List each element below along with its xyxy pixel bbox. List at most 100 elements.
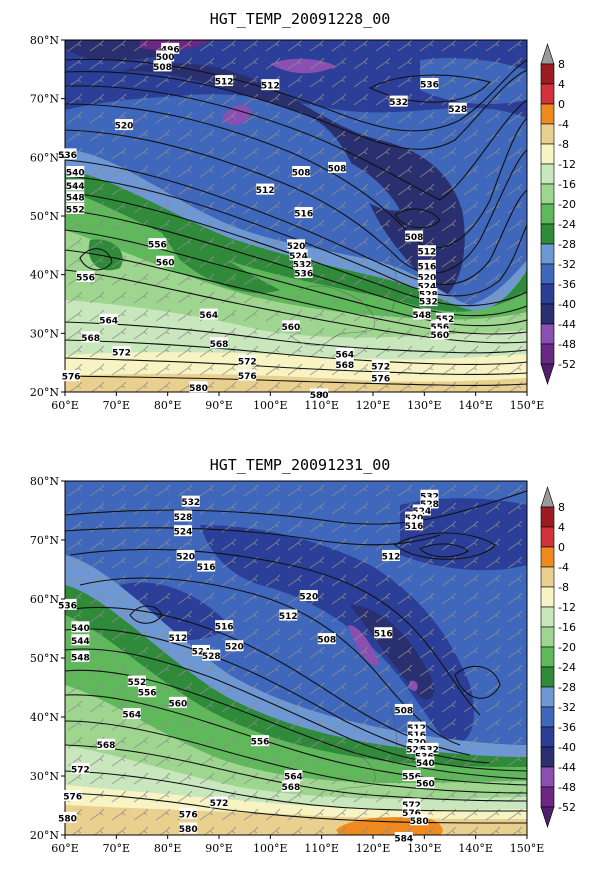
colorbar-swatch — [540, 726, 555, 748]
contour-label: 512 — [256, 183, 275, 196]
colorbar-label: -40 — [558, 298, 576, 311]
lon-tick-label: 60°E — [51, 842, 79, 855]
contour-label: 508 — [328, 161, 346, 174]
svg-text:500: 500 — [156, 53, 175, 63]
lat-tick-label: 40°N — [30, 269, 59, 282]
colorbar-label: -32 — [558, 258, 576, 271]
colorbar-swatch — [540, 586, 555, 608]
lon-tick-label: 120°E — [356, 842, 391, 855]
colorbar-swatch — [540, 103, 555, 125]
contour-label: 540 — [71, 621, 90, 634]
svg-text:568: 568 — [210, 340, 229, 350]
contour-label: 556 — [402, 770, 421, 783]
svg-text:572: 572 — [112, 349, 131, 359]
contour-label: 544 — [66, 179, 85, 192]
svg-text:564: 564 — [284, 773, 303, 783]
lon-tick-label: 150°E — [510, 399, 545, 412]
colorbar-swatch — [540, 806, 555, 828]
svg-text:580: 580 — [58, 814, 77, 824]
colorbar-swatch — [540, 183, 555, 205]
colorbar-swatch — [540, 83, 555, 105]
contour-label: 580 — [310, 388, 329, 401]
contour-label: 544 — [71, 634, 90, 647]
lat-tick-label: 60°N — [30, 593, 59, 606]
lat-tick-label: 50°N — [30, 652, 59, 665]
svg-text:516: 516 — [418, 262, 437, 272]
svg-text:520: 520 — [287, 242, 306, 252]
colorbar-label: -24 — [558, 661, 576, 674]
svg-text:528: 528 — [448, 105, 467, 115]
colorbar-label: -8 — [558, 138, 569, 151]
colorbar-label: -12 — [558, 158, 576, 171]
svg-text:532: 532 — [181, 498, 200, 508]
svg-text:560: 560 — [416, 780, 435, 790]
contour-label: 532 — [419, 295, 438, 308]
contour-label: 508 — [292, 166, 311, 179]
contour-label: 572 — [402, 798, 421, 811]
svg-text:520: 520 — [299, 593, 318, 603]
contour-label: 560 — [430, 328, 449, 341]
contour-label: 512 — [169, 631, 187, 644]
colorbar-swatch — [540, 546, 555, 568]
lon-tick-label: 60°E — [51, 399, 79, 412]
contour-label: 512 — [279, 609, 298, 622]
lon-tick-label: 130°E — [407, 842, 442, 855]
colorbar-label: 0 — [558, 98, 565, 111]
svg-text:524: 524 — [174, 528, 193, 538]
svg-text:512: 512 — [382, 552, 401, 562]
lat-tick-label: 40°N — [30, 711, 59, 724]
svg-text:544: 544 — [66, 182, 85, 192]
svg-text:576: 576 — [402, 809, 421, 819]
lon-tick-label: 90°E — [205, 842, 233, 855]
svg-text:580: 580 — [189, 384, 208, 394]
svg-text:524: 524 — [418, 282, 437, 292]
colorbar-swatch — [540, 746, 555, 768]
contour-label: 564 — [284, 770, 303, 783]
contour-label: 508 — [394, 703, 413, 716]
svg-text:564: 564 — [335, 350, 354, 360]
svg-text:584: 584 — [394, 834, 413, 844]
colorbar-label: -32 — [558, 701, 576, 714]
contour-label: 564 — [122, 708, 141, 721]
contour-label: 552 — [127, 675, 146, 688]
contour-label: 516 — [374, 627, 393, 640]
svg-text:572: 572 — [71, 765, 90, 775]
colorbar-swatch — [540, 303, 555, 325]
contour-label: 548 — [66, 191, 85, 204]
svg-text:580: 580 — [310, 391, 329, 401]
svg-text:576: 576 — [371, 374, 390, 384]
contour-label: 576 — [238, 369, 257, 382]
svg-text:556: 556 — [138, 689, 157, 699]
svg-text:572: 572 — [402, 801, 421, 811]
map-title: HGT_TEMP_20091228_00 — [210, 10, 391, 28]
contour-label: 536 — [420, 78, 439, 91]
lat-tick-label: 60°N — [30, 151, 59, 164]
lat-tick-label: 30°N — [30, 327, 59, 340]
lon-tick-label: 110°E — [304, 842, 339, 855]
svg-text:544: 544 — [71, 637, 90, 647]
contour-label: 568 — [210, 337, 229, 350]
svg-text:568: 568 — [281, 783, 300, 793]
svg-text:524: 524 — [289, 252, 308, 262]
svg-text:548: 548 — [412, 311, 431, 321]
contour-label: 520 — [405, 511, 423, 524]
colorbar-swatch — [540, 163, 555, 185]
colorbar-swatch — [540, 223, 555, 245]
svg-text:532: 532 — [293, 261, 312, 271]
lon-tick-label: 100°E — [253, 399, 288, 412]
contour-label: 580 — [179, 822, 198, 835]
contour-label: 572 — [238, 354, 257, 367]
colorbar-label: 8 — [558, 58, 565, 71]
contour-label: 508 — [153, 60, 172, 73]
colorbar-swatch — [540, 263, 555, 285]
svg-text:520: 520 — [176, 552, 195, 562]
svg-text:572: 572 — [210, 799, 229, 809]
svg-text:576: 576 — [63, 793, 82, 803]
svg-text:516: 516 — [374, 630, 393, 640]
svg-text:516: 516 — [294, 210, 313, 220]
colorbar-label: -16 — [558, 621, 576, 634]
colorbar-swatch — [540, 363, 555, 385]
svg-text:520: 520 — [115, 122, 134, 132]
colorbar-label: -28 — [558, 681, 576, 694]
